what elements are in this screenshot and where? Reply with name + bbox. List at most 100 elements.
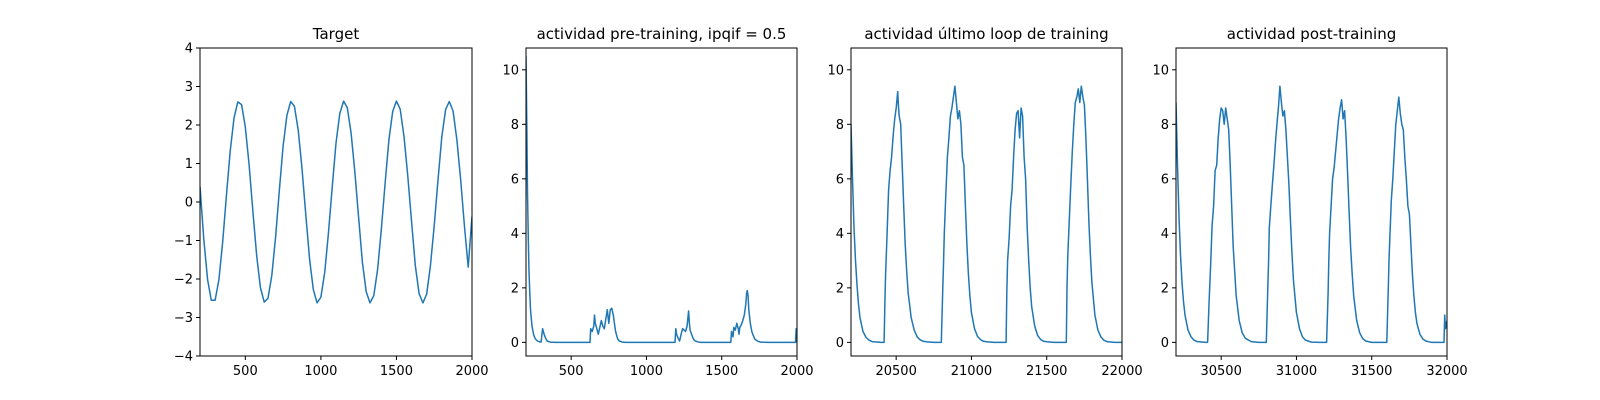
x-tick: 22000 [1101, 356, 1143, 379]
x-tick-label: 2000 [455, 364, 488, 379]
x-tick-label: 32000 [1426, 364, 1467, 379]
y-tick-label: 8 [1161, 118, 1169, 133]
y-tick-label: −1 [174, 234, 193, 249]
series-line-0 [526, 56, 797, 344]
y-tick-label: −4 [174, 350, 193, 365]
x-tick-label: 1000 [630, 364, 663, 379]
x-tick-label: 20500 [875, 364, 916, 379]
y-tick: 8 [836, 118, 851, 133]
x-tick-label: 31000 [1276, 364, 1317, 379]
y-tick-label: −3 [174, 311, 193, 326]
x-tick-label: 1000 [304, 364, 337, 379]
y-tick: 2 [511, 281, 526, 296]
axes-frame [525, 47, 798, 357]
y-tick: 10 [827, 63, 851, 78]
y-tick-label: 3 [185, 80, 193, 95]
y-tick-label: 4 [511, 227, 519, 242]
y-tick: 10 [502, 63, 526, 78]
chart-title: Target [312, 25, 360, 43]
x-tick: 2000 [780, 356, 814, 379]
y-tick: −1 [174, 234, 200, 249]
x-tick: 500 [559, 356, 584, 379]
y-tick: 8 [511, 118, 526, 133]
axes-frame [199, 47, 473, 357]
y-tick-label: 10 [827, 63, 844, 78]
y-tick: 1 [185, 157, 200, 172]
y-tick-label: 1 [185, 157, 193, 172]
x-tick: 1500 [705, 356, 738, 379]
y-tick: 6 [511, 172, 526, 187]
x-tick-label: 30500 [1200, 364, 1241, 379]
y-tick-label: 0 [185, 196, 193, 211]
y-tick-label: 0 [511, 336, 519, 351]
y-tick: 0 [836, 336, 851, 351]
y-tick: 2 [185, 119, 200, 134]
y-tick-label: 8 [836, 118, 844, 133]
y-tick-label: 6 [511, 172, 519, 187]
y-tick: 8 [1161, 118, 1176, 133]
y-tick: 10 [1152, 63, 1176, 78]
series-line-0 [851, 85, 1122, 344]
y-tick: 4 [836, 227, 851, 242]
y-tick-label: 10 [502, 63, 519, 78]
y-tick: 3 [185, 80, 200, 95]
y-tick-label: 6 [1161, 172, 1169, 187]
subplot-last-training-loop: 20500 21000 21500 22000 0 2 4 6 8 10 actividad últ… [827, 25, 1142, 379]
y-tick-label: 0 [836, 336, 844, 351]
y-tick: 0 [511, 336, 526, 351]
y-tick-label: 4 [1161, 227, 1169, 242]
axes-frame [1175, 47, 1448, 357]
chart-title: actividad post-training [1227, 25, 1396, 43]
y-tick-label: −2 [174, 273, 193, 288]
x-tick-label: 2000 [780, 364, 813, 379]
y-tick: −4 [174, 350, 200, 365]
series-line-0 [1176, 85, 1447, 344]
x-tick: 500 [233, 356, 258, 379]
y-tick: 0 [185, 196, 200, 211]
x-tick: 21500 [1026, 356, 1067, 379]
x-tick: 2000 [455, 356, 489, 379]
chart-title: actividad pre-training, ipqif = 0.5 [537, 25, 787, 43]
y-tick-label: 2 [1161, 281, 1169, 296]
y-tick-label: 4 [836, 227, 844, 242]
y-tick-label: 2 [511, 281, 519, 296]
x-tick: 1000 [630, 356, 663, 379]
subplot-post-training: 30500 31000 31500 32000 0 2 4 6 8 10 actividad pos… [1152, 25, 1467, 379]
y-tick: 4 [511, 227, 526, 242]
x-tick: 30500 [1200, 356, 1242, 379]
subplot-pre-training: 500 1000 1500 2000 0 2 4 6 8 10 actividad pre-trai… [502, 25, 813, 379]
x-tick: 1000 [304, 356, 337, 379]
x-tick: 20500 [875, 356, 917, 379]
x-tick: 1500 [380, 356, 413, 379]
x-tick-label: 1500 [705, 364, 738, 379]
x-tick-label: 1500 [380, 364, 413, 379]
x-tick-label: 31500 [1351, 364, 1392, 379]
y-tick-label: 6 [836, 172, 844, 187]
y-tick: 0 [1161, 336, 1176, 351]
x-tick-label: 500 [233, 364, 258, 379]
y-tick: 6 [1161, 172, 1176, 187]
x-tick: 32000 [1426, 356, 1468, 379]
y-tick-label: 8 [511, 118, 519, 133]
y-tick-label: 2 [836, 281, 844, 296]
y-tick-label: 2 [185, 119, 193, 134]
y-tick: 2 [1161, 281, 1176, 296]
axes-frame [850, 47, 1123, 357]
series-line-0 [200, 100, 472, 304]
x-tick: 31000 [1276, 356, 1317, 379]
x-tick-label: 21000 [951, 364, 992, 379]
y-tick: 4 [1161, 227, 1176, 242]
y-tick: 6 [836, 172, 851, 187]
x-tick-label: 500 [559, 364, 584, 379]
x-tick: 21000 [951, 356, 992, 379]
y-tick-label: 10 [1152, 63, 1169, 78]
y-tick-label: 0 [1161, 336, 1169, 351]
x-tick-label: 22000 [1101, 364, 1142, 379]
chart-title: actividad último loop de training [864, 25, 1108, 43]
subplot-target: 500 1000 1500 2000 −4 −3 −2 −1 0 1 2 3 4 Target [174, 25, 489, 379]
x-tick-label: 21500 [1026, 364, 1067, 379]
y-tick: −3 [174, 311, 200, 326]
y-tick: −2 [174, 273, 200, 288]
y-tick: 2 [836, 281, 851, 296]
